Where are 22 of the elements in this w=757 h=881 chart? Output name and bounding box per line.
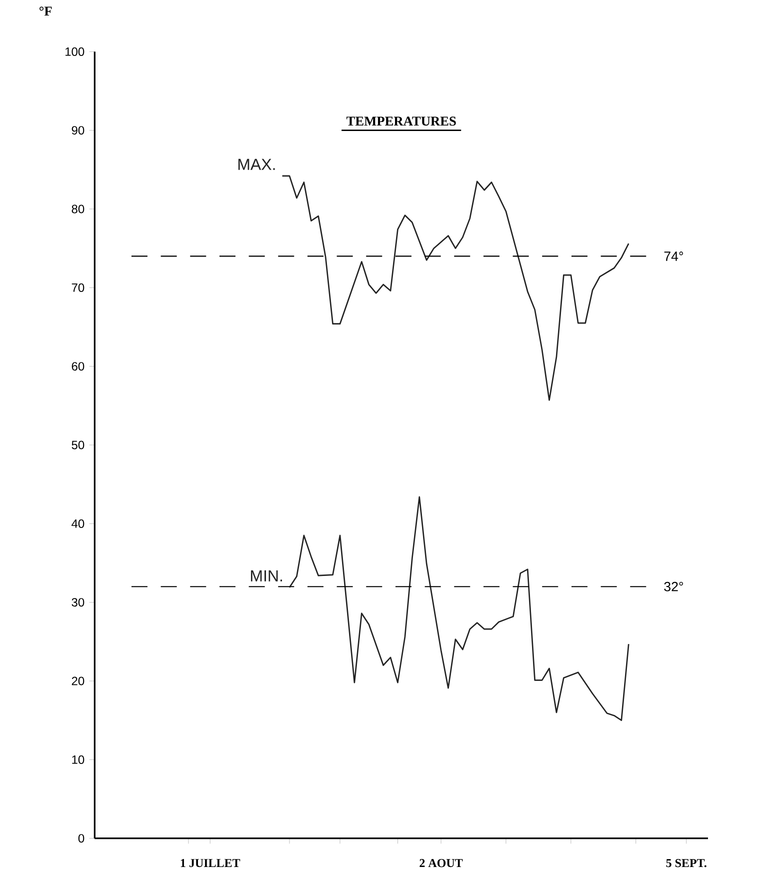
x-tick-label: 2 AOUT bbox=[420, 859, 463, 868]
series-label: MAX. bbox=[238, 158, 275, 170]
y-tick-label: 90 bbox=[72, 126, 84, 135]
y-tick-label: 70 bbox=[72, 283, 84, 292]
y-tick-label: 100 bbox=[66, 47, 84, 56]
text: TEMPERATURES bbox=[346, 116, 456, 126]
y-tick-label: 0 bbox=[78, 834, 84, 843]
x-tick-label: 5 SEPT. bbox=[666, 859, 706, 868]
x-tick-label: 1 JUILLET bbox=[180, 859, 240, 868]
y-tick-label: 50 bbox=[72, 440, 84, 450]
y-tick-label: 20 bbox=[72, 676, 84, 686]
y-tick-label: 10 bbox=[72, 755, 84, 764]
ref-line-label: 32° bbox=[664, 582, 684, 592]
line-series bbox=[282, 175, 630, 401]
y-tick-label: 80 bbox=[72, 204, 84, 214]
y-tick-label: 30 bbox=[72, 598, 84, 607]
y-tick-label: 60 bbox=[72, 362, 84, 371]
y-tick-label: 40 bbox=[72, 519, 84, 528]
y-axis-title: °F bbox=[40, 6, 52, 16]
line-series bbox=[288, 496, 630, 721]
ref-line-label: 74° bbox=[664, 252, 684, 261]
series-label: MIN. bbox=[250, 570, 282, 582]
